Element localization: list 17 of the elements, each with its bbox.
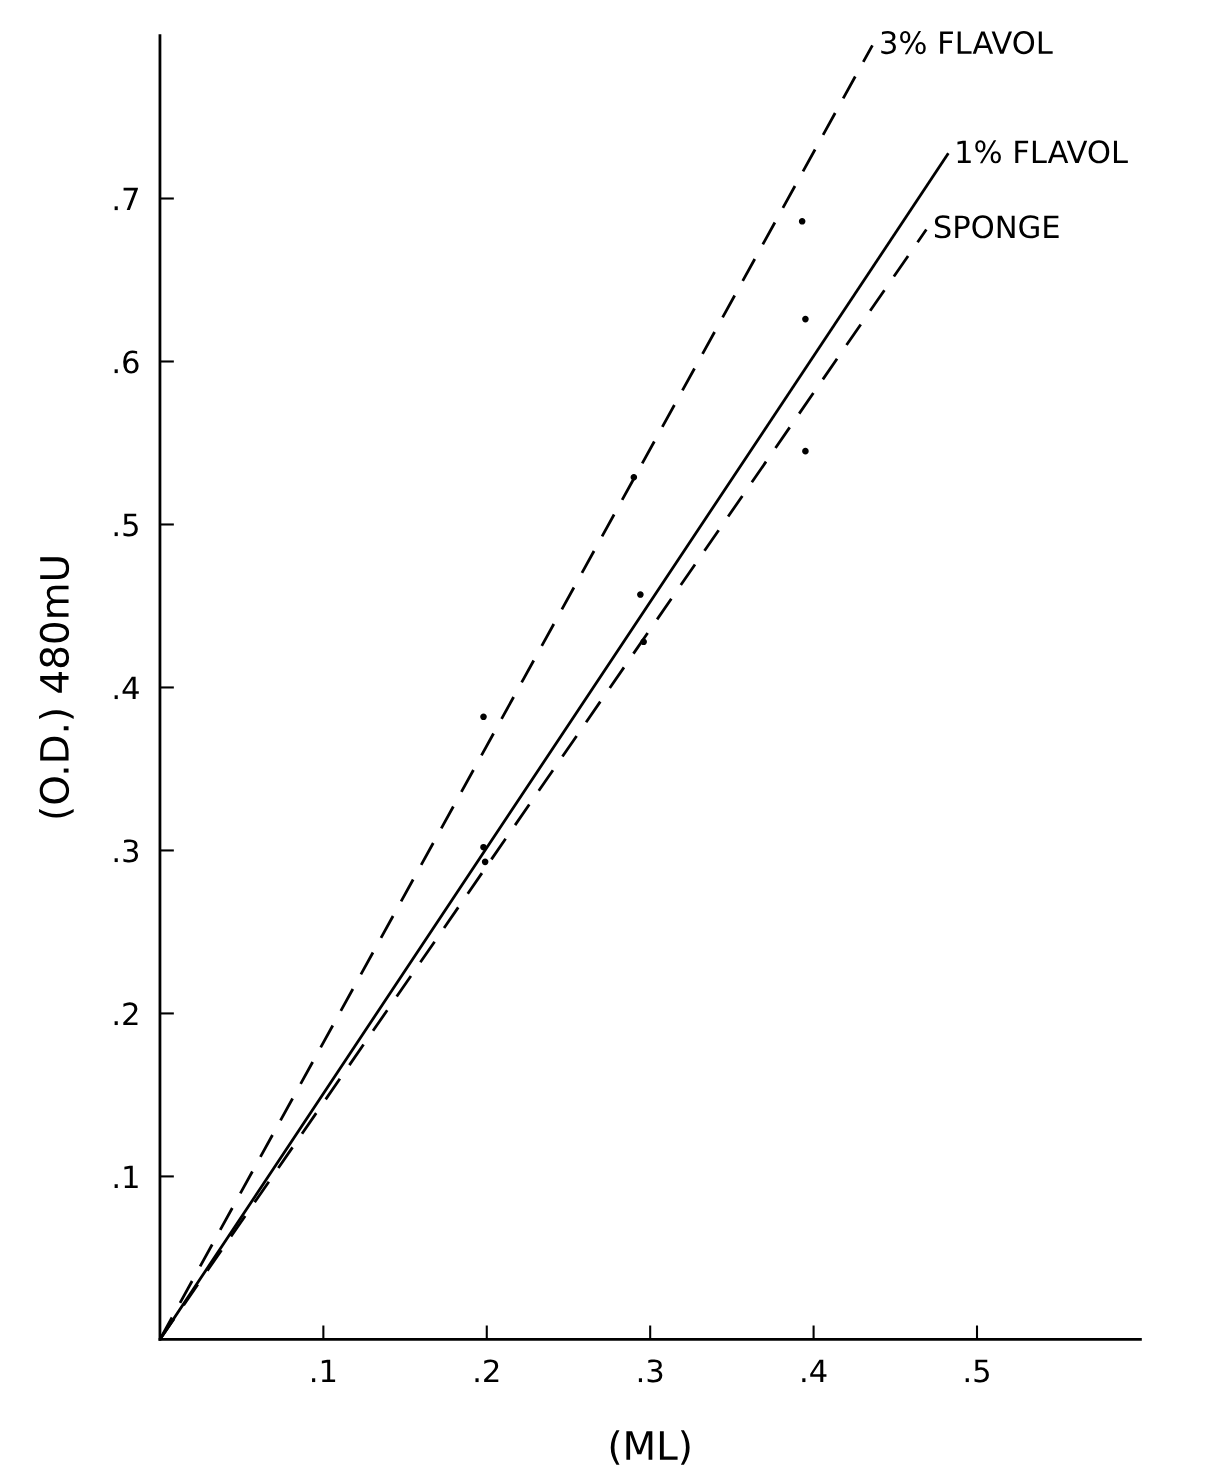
y-tick-label: .5 — [114, 513, 138, 537]
y-tick-label: .4 — [114, 676, 139, 700]
series-label: SPONGE — [934, 215, 1059, 239]
y-tick-label: .6 — [114, 350, 139, 374]
x-tick-label: .5 — [965, 1359, 989, 1383]
x-tick-label: .3 — [638, 1359, 663, 1383]
series-label: 1% FLAVOL — [957, 140, 1128, 164]
x-tick-label: .1 — [312, 1359, 336, 1383]
y-tick-label: .1 — [114, 1165, 138, 1189]
series-label: 3% FLAVOL — [881, 31, 1053, 55]
y-tick-label: .2 — [114, 1002, 138, 1026]
y-tick-label: .7 — [114, 187, 138, 211]
x-tick-label: .4 — [802, 1359, 827, 1383]
x-axis-title: (ML) — [610, 1430, 690, 1465]
y-axis-title: (O.D.) 480mU — [39, 557, 74, 818]
y-tick-label: .3 — [114, 839, 139, 863]
x-tick-label: .2 — [475, 1359, 499, 1383]
